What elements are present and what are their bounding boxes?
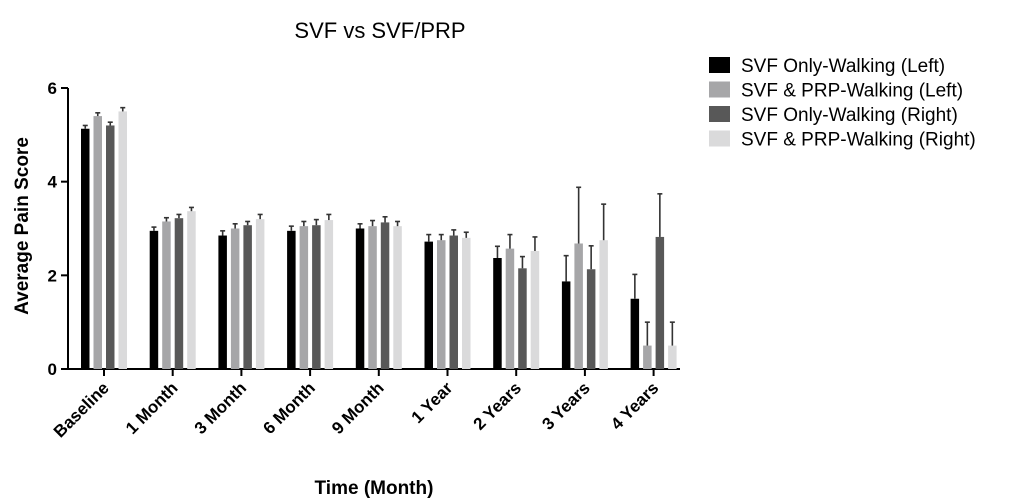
legend-label: SVF & PRP-Walking (Right) (741, 130, 976, 151)
bar (243, 225, 252, 369)
bar (93, 116, 102, 369)
x-tick-label: Baseline (50, 378, 113, 441)
bar (149, 230, 159, 369)
bar (437, 240, 446, 369)
bar (586, 269, 596, 369)
legend-swatch (709, 81, 730, 98)
x-tick-label: 4 Years (607, 378, 662, 433)
y-axis-title: Average Pain Score (12, 137, 33, 315)
bar (561, 281, 571, 369)
bar (255, 219, 265, 369)
bar (518, 268, 527, 369)
bar (493, 258, 502, 369)
x-tick-label: 6 Month (259, 378, 319, 438)
legend-label: SVF Only-Walking (Left) (741, 56, 945, 77)
legend-swatch (709, 130, 730, 147)
bar (312, 225, 321, 369)
legend-label: SVF Only-Walking (Right) (741, 105, 958, 126)
bar (368, 226, 377, 369)
x-axis-title: Time (Month) (315, 478, 434, 499)
bar (462, 237, 471, 369)
bar (505, 248, 515, 369)
y-tick-label: 6 (48, 79, 57, 98)
bar (599, 240, 608, 369)
bar (230, 228, 240, 369)
bar (218, 235, 227, 369)
bar (162, 221, 171, 369)
x-tick-label: 9 Month (328, 378, 388, 438)
bar (393, 226, 402, 369)
bar (81, 128, 90, 369)
x-tick-label: 3 Month (191, 378, 251, 438)
chart-title: SVF vs SVF/PRP (294, 18, 465, 43)
bar (655, 236, 665, 369)
x-tick-label: 2 Years (470, 378, 525, 433)
x-tick-label: 1 Month (122, 378, 182, 438)
bar (380, 222, 390, 369)
legend-swatch (709, 106, 730, 122)
plot-area: 0 2 4 6 Baseline 1 Month 3 Month 6 Month 9 Month… (48, 79, 680, 441)
bar (424, 241, 433, 369)
bar (174, 218, 184, 369)
legend: SVF Only-Walking (Left) SVF & PRP-Walking… (709, 56, 976, 151)
y-tick-label: 2 (48, 266, 57, 285)
bar (449, 235, 458, 369)
bar (630, 298, 640, 369)
bar (530, 250, 540, 369)
bar (355, 228, 365, 369)
y-tick-label: 4 (48, 173, 58, 192)
legend-swatch (709, 57, 730, 73)
bar (324, 220, 334, 369)
legend-label: SVF & PRP-Walking (Left) (741, 81, 963, 102)
x-tick-label: 3 Years (538, 378, 593, 433)
y-tick-label: 0 (48, 360, 57, 379)
bar (643, 345, 652, 369)
bar (187, 211, 196, 369)
bar (106, 125, 115, 369)
bar (287, 230, 296, 369)
bar (299, 226, 309, 369)
bar (668, 345, 677, 369)
bar (574, 243, 583, 369)
bar (118, 111, 127, 370)
x-tick-label: 1 Year (408, 378, 457, 427)
